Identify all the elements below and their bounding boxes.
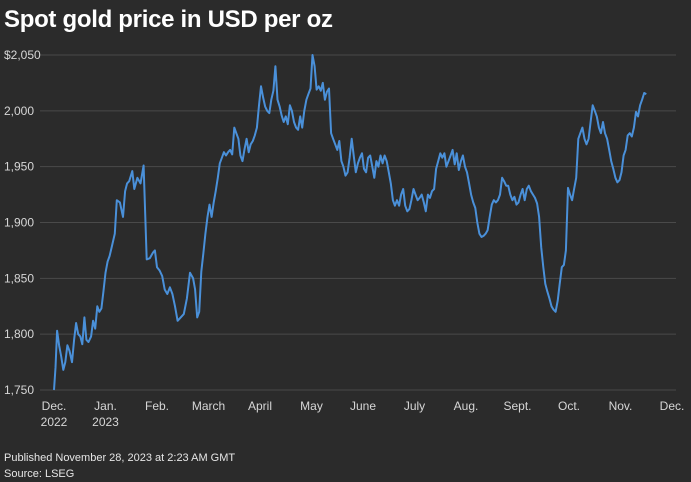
- x-tick-label: Jan.: [94, 399, 117, 413]
- x-tick-label: Nov.: [609, 399, 633, 413]
- x-tick-label: Dec.: [42, 399, 67, 413]
- x-tick-label: Sept.: [503, 399, 531, 413]
- x-axis-ticks: Dec. 2022 Jan. 2023 Feb. March April May June Jul…: [41, 399, 685, 429]
- x-tick-label: July: [404, 399, 425, 413]
- x-tick-label: May: [300, 399, 323, 413]
- x-tick-year-label: 2022: [41, 415, 68, 429]
- x-tick-label: March: [192, 399, 225, 413]
- x-tick-label: Oct.: [558, 399, 580, 413]
- x-tick-label: Dec.: [660, 399, 685, 413]
- y-axis-ticks: $2,050 2,000 1,950 1,900 1,850 1,800 1,750: [4, 48, 41, 397]
- y-tick-label: 1,750: [4, 383, 34, 397]
- series-line-gold-price: [53, 54, 647, 391]
- y-tick-label: 1,800: [4, 327, 34, 341]
- y-tick-label: 1,950: [4, 160, 34, 174]
- chart-title: Spot gold price in USD per oz: [4, 6, 333, 33]
- published-note: Published November 28, 2023 at 2:23 AM G…: [4, 452, 236, 464]
- y-tick-label: 1,850: [4, 271, 34, 285]
- source-note: Source: LSEG: [4, 468, 75, 480]
- x-tick-label: April: [248, 399, 272, 413]
- x-tick-label: June: [350, 399, 376, 413]
- x-tick-label: Aug.: [454, 399, 479, 413]
- gridlines: [40, 54, 676, 391]
- y-tick-label: 2,000: [4, 104, 34, 118]
- x-tick-label: Feb.: [145, 399, 169, 413]
- y-tick-label: $2,050: [4, 48, 41, 62]
- y-tick-label: 1,900: [4, 216, 34, 230]
- x-tick-year-label: 2023: [92, 415, 119, 429]
